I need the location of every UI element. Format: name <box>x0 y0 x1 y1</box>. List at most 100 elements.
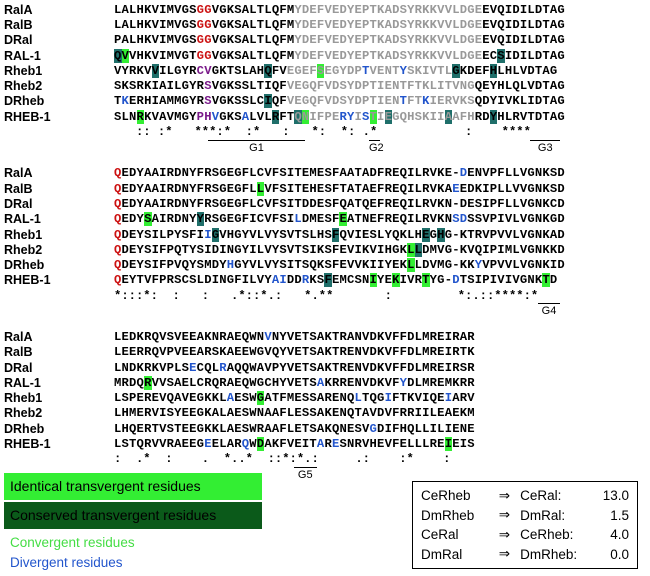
residue: L <box>504 181 513 196</box>
residue: V <box>429 181 438 196</box>
residue: I <box>422 406 430 421</box>
residue: G <box>219 48 227 63</box>
residue: A <box>339 166 347 181</box>
residue: S <box>279 212 287 227</box>
residue: A <box>151 166 160 181</box>
residue: M <box>204 258 212 273</box>
residue: G <box>181 109 190 124</box>
residue: R <box>407 406 415 421</box>
residue: I <box>549 258 558 273</box>
residue: E <box>294 329 302 344</box>
sequence-row: DRheb LHQERTVSTEEGKKLAESWRAAFLETSAKQNESVG… <box>4 421 650 436</box>
residue: H <box>467 109 475 124</box>
residue: E <box>392 258 400 273</box>
residue: H <box>497 79 505 94</box>
residue: E <box>474 2 483 17</box>
residue: A <box>121 33 130 48</box>
residue: G <box>196 17 205 32</box>
residue: Y <box>384 258 393 273</box>
residue: L <box>452 48 460 63</box>
residue: S <box>354 421 363 436</box>
residue: A <box>241 48 250 63</box>
residue: I <box>489 273 498 288</box>
residue: F <box>399 360 408 375</box>
residue: Q <box>399 181 408 196</box>
residue: T <box>542 109 550 124</box>
residue: G <box>219 212 227 227</box>
residue: V <box>452 94 460 109</box>
residue: V <box>369 242 378 257</box>
residue: E <box>181 329 190 344</box>
sequence-row: RHEB-1 SLNRKVAVMGYPHVGKSALVLRFTQNIFPERYIS… <box>4 109 650 124</box>
residue: V <box>121 48 130 63</box>
residue: I <box>407 212 415 227</box>
residue: K <box>144 17 152 32</box>
residue: V <box>346 242 355 257</box>
sequence-label: DRheb <box>4 421 45 436</box>
residue: M <box>467 406 475 421</box>
residue: Y <box>429 273 438 288</box>
sequence-row: Rheb2 LHMERVISYEEGKALAESWNAAFLESSAKENQTAV… <box>4 406 650 421</box>
residue: K <box>151 360 160 375</box>
residue: R <box>422 196 430 211</box>
residue: S <box>301 391 310 406</box>
residue: V <box>144 63 152 78</box>
residue: V <box>519 212 528 227</box>
residue: I <box>497 212 505 227</box>
residue: D <box>467 63 475 78</box>
residue: V <box>384 375 393 390</box>
residue: F <box>271 196 280 211</box>
residue: S <box>324 196 332 211</box>
residue: F <box>279 406 287 421</box>
residue: V <box>211 109 220 124</box>
residue: I <box>429 421 438 436</box>
residue: L <box>497 181 505 196</box>
residue: S <box>189 17 197 32</box>
residue: E <box>437 406 445 421</box>
residue: E <box>459 181 468 196</box>
residue: A <box>384 17 393 32</box>
residue: Q <box>309 79 317 94</box>
ratio-value: 4.0 <box>610 527 629 543</box>
sequence-label: DRheb <box>4 258 45 273</box>
legend-identical: Identical transvergent residues <box>4 473 262 500</box>
residue: E <box>294 406 302 421</box>
residue: A <box>174 437 182 452</box>
residue: P <box>489 181 498 196</box>
residue: G <box>527 258 535 273</box>
residue: D <box>339 48 347 63</box>
residue: Y <box>399 375 408 390</box>
residue: M <box>429 242 438 257</box>
residue: P <box>489 258 498 273</box>
residue: R <box>384 196 393 211</box>
residue: A <box>384 2 393 17</box>
residue: H <box>399 421 408 436</box>
residue: G <box>467 17 475 32</box>
residue: D <box>557 212 565 227</box>
residue: F <box>241 196 250 211</box>
residue: V <box>519 227 528 242</box>
residue: E <box>189 406 197 421</box>
residue: R <box>166 273 175 288</box>
motif-label: G3 <box>530 139 561 154</box>
residue: V <box>429 63 438 78</box>
residue: K <box>429 2 438 17</box>
residue: E <box>354 2 363 17</box>
residue: E <box>384 273 393 288</box>
residue: Q <box>339 227 347 242</box>
sequence-label: RalA <box>4 329 33 344</box>
residue: A <box>444 406 453 421</box>
residue: V <box>256 109 265 124</box>
residue: Q <box>151 345 160 360</box>
residue: L <box>527 2 535 17</box>
residue: K <box>204 406 212 421</box>
residue: V <box>429 212 438 227</box>
residue: V <box>264 181 272 196</box>
residue: D <box>354 79 363 94</box>
residue: N <box>181 166 190 181</box>
residue: F <box>279 94 287 109</box>
residue: S <box>166 375 175 390</box>
residue: N <box>392 94 400 109</box>
residue: V <box>452 79 460 94</box>
residue: A <box>549 109 558 124</box>
